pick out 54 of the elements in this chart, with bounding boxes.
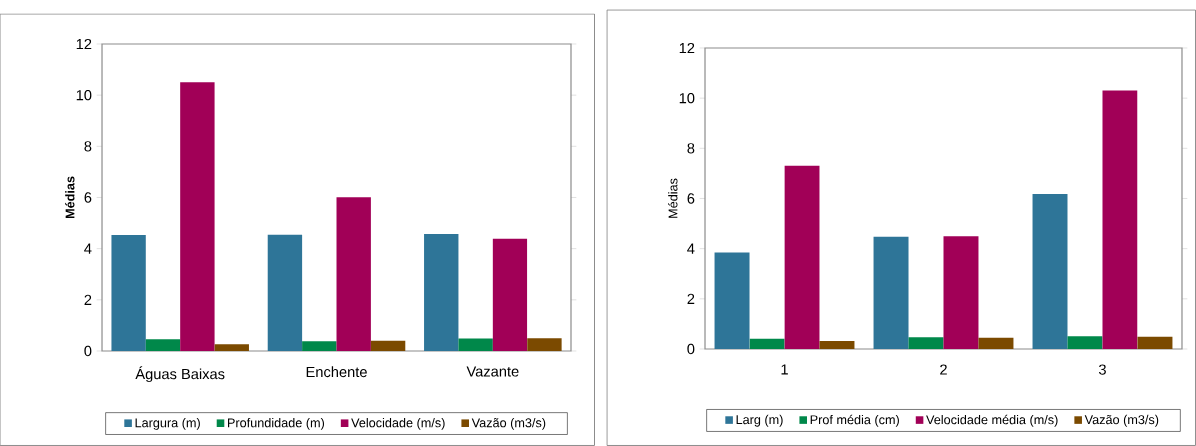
y-tick-label: 6 (84, 192, 92, 203)
bar (527, 338, 562, 351)
legend-label: Profundidade (m) (228, 417, 325, 430)
x-tick-label: Vazante (466, 366, 519, 377)
bar (714, 252, 750, 349)
bar (180, 82, 215, 351)
legend-label: Larg (m) (736, 414, 783, 427)
y-tick-label: 12 (76, 38, 92, 50)
y-tick-label: 8 (84, 141, 92, 152)
bar (302, 341, 337, 351)
y-axis-title: Médias (65, 176, 75, 219)
bar (749, 338, 785, 349)
legend-label: Largura (m) (135, 417, 200, 430)
y-axis-title: Médias (668, 178, 678, 218)
y-tick-label: 0 (687, 343, 695, 355)
x-tick-label: 3 (1098, 364, 1106, 375)
y-tick-label: 12 (679, 42, 695, 54)
bar (1137, 336, 1173, 349)
legend-label: Velocidade (m/s) (351, 417, 445, 430)
y-tick-label: 4 (84, 243, 92, 254)
y-tick-label: 10 (76, 89, 92, 101)
bar (267, 234, 303, 351)
bar (978, 337, 1014, 349)
y-tick-label: 6 (687, 193, 695, 204)
bar (458, 338, 493, 351)
x-tick-label: Enchente (306, 366, 367, 378)
bar (873, 236, 909, 349)
bar (111, 235, 146, 351)
legend-label: Velocidade média (m/s) (926, 414, 1058, 427)
bar (1032, 193, 1068, 349)
y-tick-label: 2 (687, 293, 695, 304)
bar (492, 238, 528, 351)
legend-label: Vazão (m3/s) (1084, 414, 1159, 427)
y-tick-label: 0 (84, 345, 92, 357)
legend-label: Vazão (m3/s) (471, 417, 546, 430)
y-tick-label: 8 (687, 143, 695, 154)
x-tick-label: Águas Baixas (135, 366, 225, 383)
bar (145, 339, 181, 351)
legend-label: Prof média (cm) (810, 414, 899, 427)
y-tick-label: 10 (679, 92, 695, 104)
bar (1102, 90, 1138, 349)
y-tick-label: 4 (687, 243, 695, 254)
bar (943, 236, 979, 349)
y-tick-label: 2 (84, 294, 92, 305)
bar (424, 234, 459, 351)
bar (908, 337, 944, 349)
bar (370, 340, 406, 351)
bar (1067, 336, 1103, 349)
bar (214, 344, 249, 351)
bar (336, 197, 371, 351)
bar (819, 340, 855, 349)
x-tick-label: 2 (940, 364, 947, 375)
x-tick-label: 1 (781, 364, 788, 375)
bar (784, 165, 820, 349)
